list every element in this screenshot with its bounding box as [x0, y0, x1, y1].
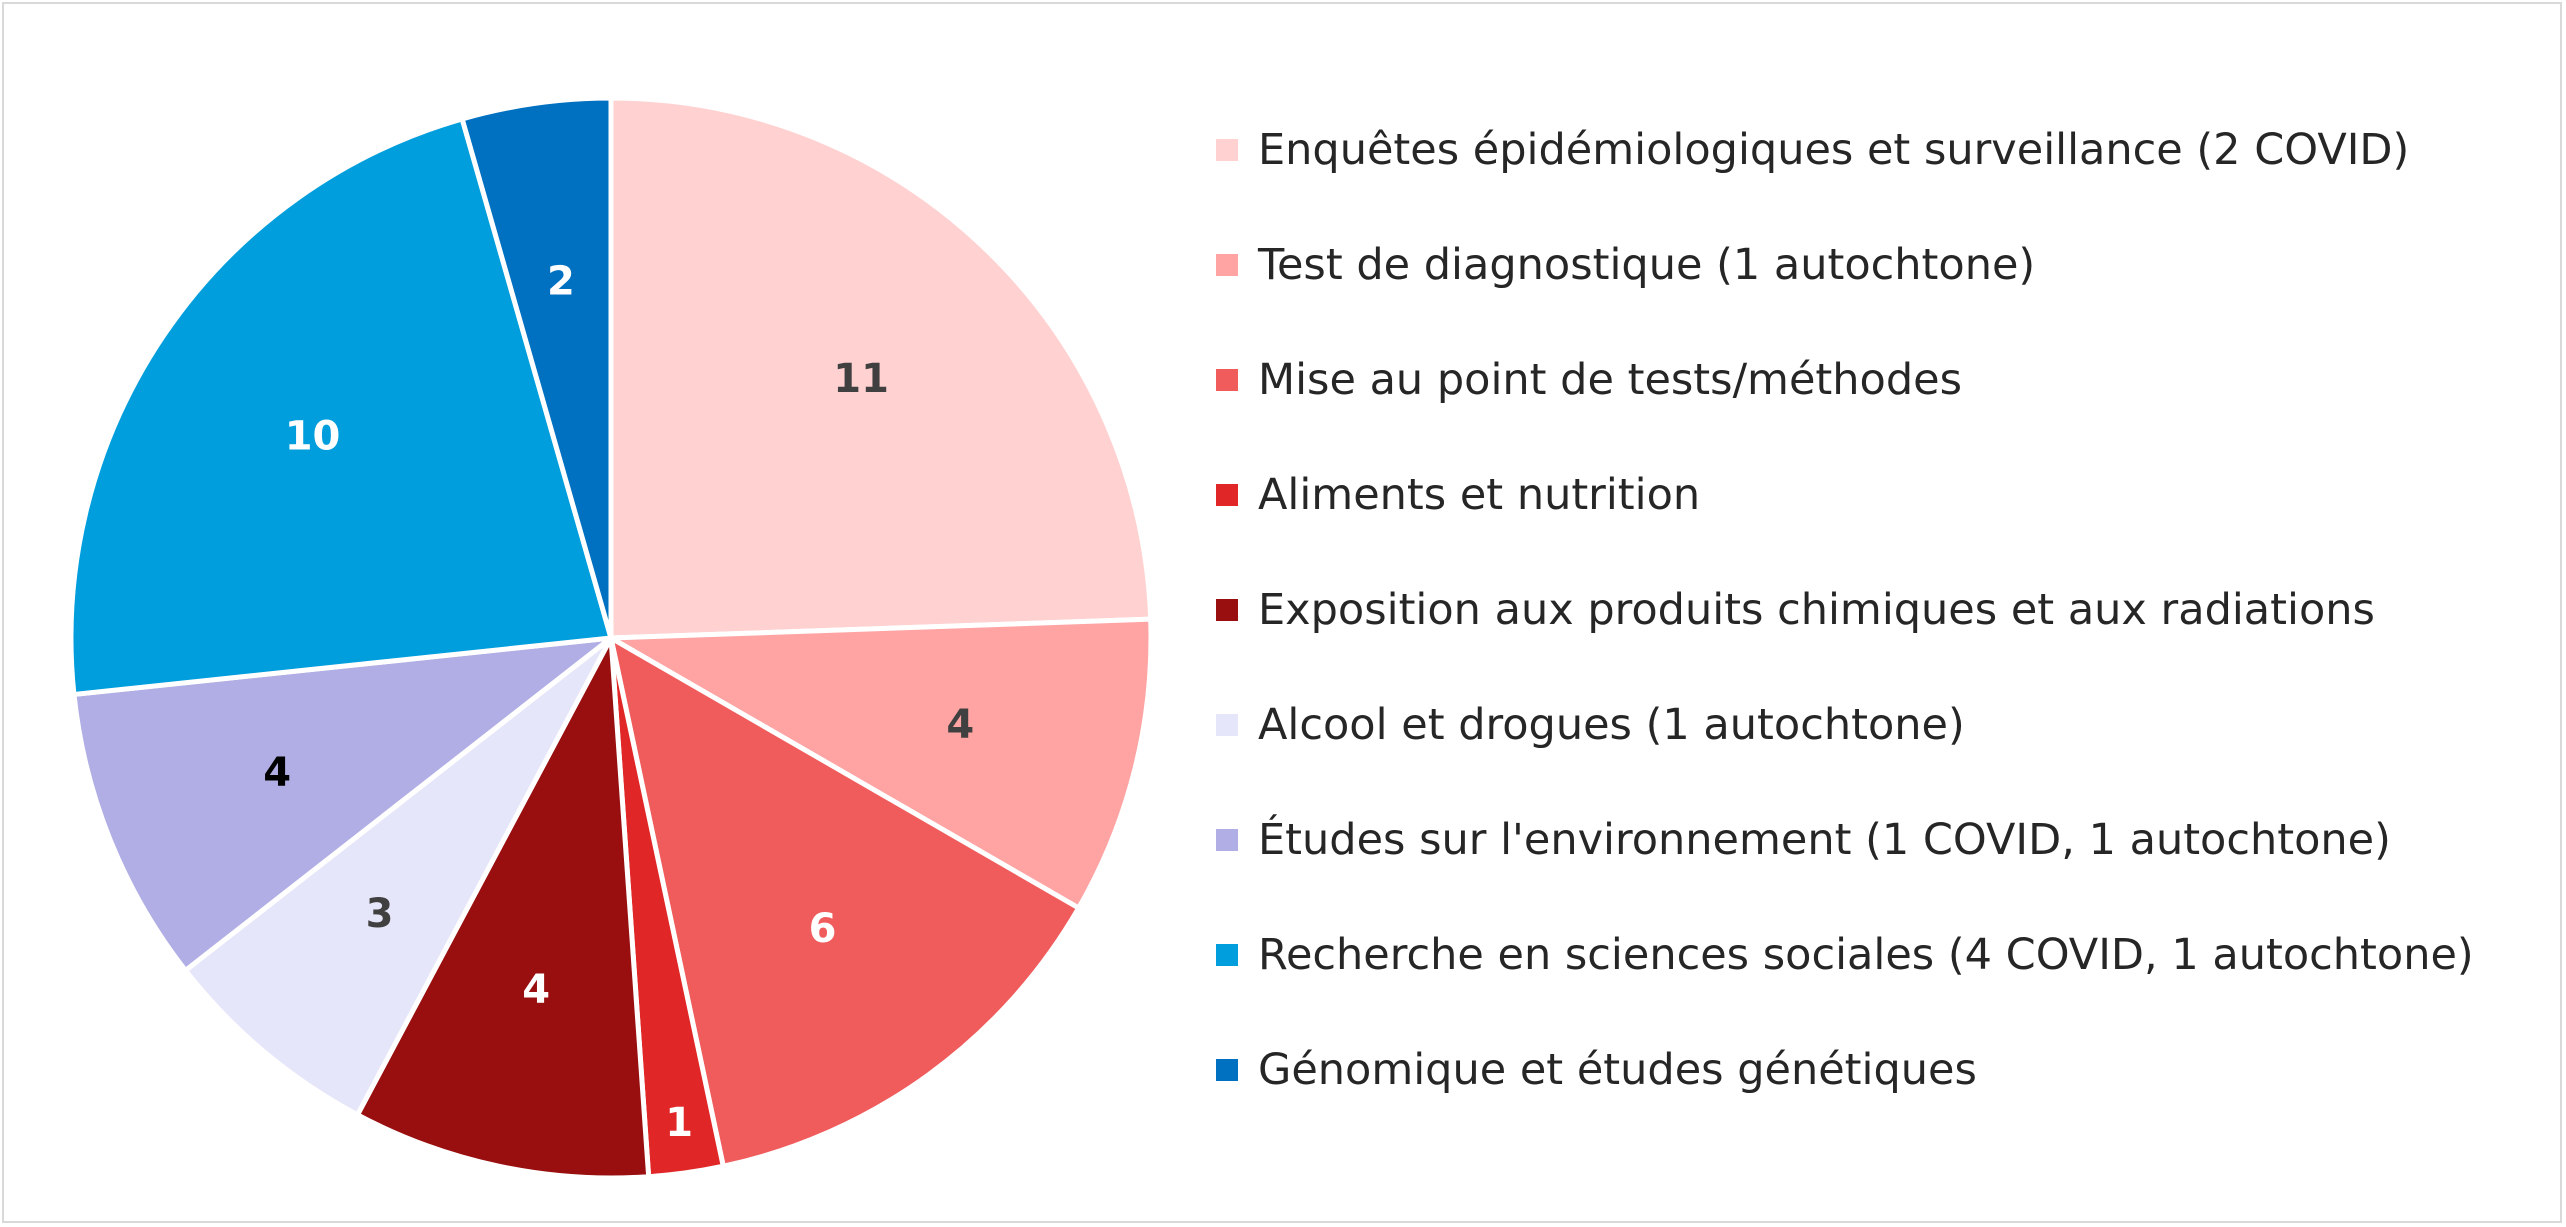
data-label-1: 11 — [833, 356, 889, 402]
legend-item-1: Enquêtes épidémiologiques et surveillanc… — [1216, 120, 2409, 180]
legend-item-8: Recherche en sciences sociales (4 COVID,… — [1216, 925, 2474, 985]
legend-item-9: Génomique et études génétiques — [1216, 1040, 1977, 1100]
legend-label: Exposition aux produits chimiques et aux… — [1258, 585, 2375, 635]
data-label-7: 4 — [263, 750, 291, 796]
data-label-3: 6 — [809, 906, 837, 952]
legend-label: Génomique et études génétiques — [1258, 1045, 1977, 1095]
legend-item-6: Alcool et drogues (1 autochtone) — [1216, 695, 1965, 755]
legend-swatch — [1216, 714, 1238, 736]
legend-item-4: Aliments et nutrition — [1216, 465, 1700, 525]
legend-swatch — [1216, 139, 1238, 161]
pie-slices — [68, 95, 1154, 1181]
pie-slice-8 — [68, 116, 614, 697]
pie-data-labels: 11 4 6 1 4 3 4 10 2 — [263, 259, 974, 1147]
legend-swatch — [1216, 369, 1238, 391]
data-label-5: 4 — [522, 967, 550, 1013]
pie-slice-1 — [608, 95, 1154, 641]
legend-swatch — [1216, 599, 1238, 621]
legend-swatch — [1216, 829, 1238, 851]
legend-item-3: Mise au point de tests/méthodes — [1216, 350, 1962, 410]
legend-swatch — [1216, 944, 1238, 966]
legend-label: Aliments et nutrition — [1258, 470, 1701, 520]
pie-slice-7 — [71, 635, 614, 973]
legend-item-7: Études sur l'environnement (1 COVID, 1 a… — [1216, 810, 2391, 870]
legend-item-2: Test de diagnostique (1 autochtone) — [1216, 235, 2035, 295]
pie-slice-9 — [459, 95, 614, 641]
legend-label: Enquêtes épidémiologiques et surveillanc… — [1258, 125, 2410, 175]
pie-slice-3 — [608, 635, 1082, 1169]
legend-swatch — [1216, 484, 1238, 506]
legend-label: Études sur l'environnement (1 COVID, 1 a… — [1258, 815, 2391, 865]
pie-slice-5 — [354, 635, 652, 1181]
legend-swatch — [1216, 1059, 1238, 1081]
legend-label: Recherche en sciences sociales (4 COVID,… — [1258, 930, 2474, 980]
legend-label: Test de diagnostique (1 autochtone) — [1258, 240, 2036, 290]
pie-slice-6 — [182, 635, 614, 1118]
data-label-4: 1 — [665, 1100, 693, 1146]
data-label-9: 2 — [547, 259, 575, 305]
data-label-8: 10 — [285, 414, 341, 460]
pie-slice-2 — [608, 616, 1154, 911]
data-label-2: 4 — [946, 702, 974, 748]
legend-item-5: Exposition aux produits chimiques et aux… — [1216, 580, 2375, 640]
data-label-6: 3 — [366, 891, 394, 937]
legend-swatch — [1216, 254, 1238, 276]
legend-label: Mise au point de tests/méthodes — [1258, 355, 1962, 405]
legend-label: Alcool et drogues (1 autochtone) — [1258, 700, 1965, 750]
